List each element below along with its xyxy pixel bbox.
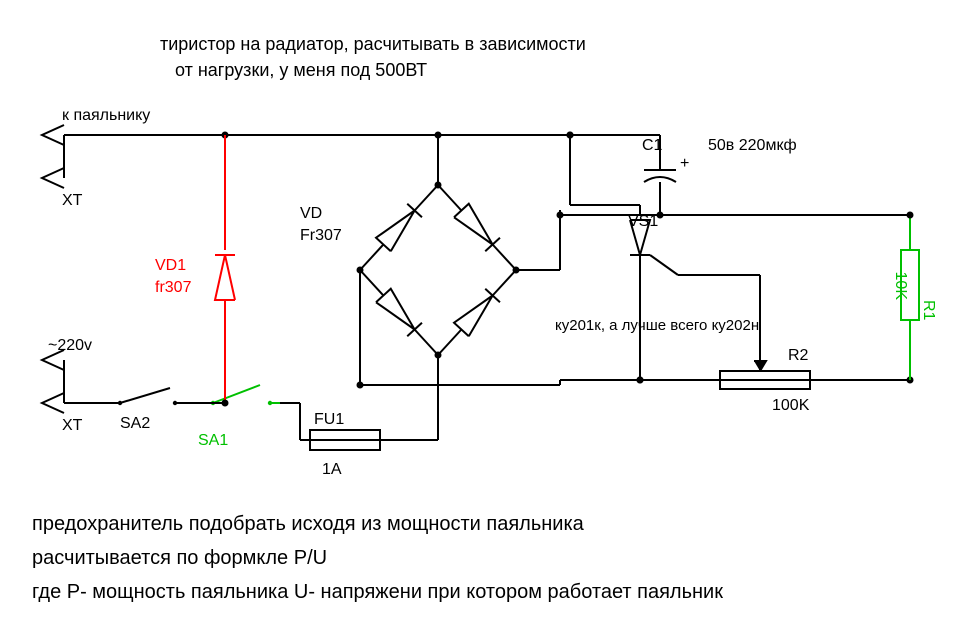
- label-r2: R2: [788, 347, 809, 364]
- svg-text:+: +: [680, 155, 689, 172]
- label-r1: R1: [920, 300, 937, 321]
- label-vd1-part: fr307: [155, 279, 192, 296]
- note-bot-2: расчитывается по формкле P/U: [32, 547, 327, 569]
- label-220v: ~220v: [48, 337, 92, 354]
- label-fu1-rating: 1А: [322, 461, 342, 478]
- label-vs1-parts: ку201к, а лучше всего ку202н: [555, 317, 759, 334]
- label-c1-rating: 50в 220мкф: [708, 137, 797, 154]
- note-top-2: от нагрузки, у меня под 500ВТ: [175, 60, 427, 80]
- note-bot-1: предохранитель подобрать исходя из мощно…: [32, 513, 585, 535]
- note-bot-3: где P- мощность паяльника U- напряжени п…: [32, 581, 723, 603]
- label-r2-val: 100K: [772, 397, 810, 414]
- label-vd: VD: [300, 205, 322, 222]
- label-sa1: SA1: [198, 432, 228, 449]
- label-xt-top: XT: [62, 192, 83, 209]
- label-vd1: VD1: [155, 257, 186, 274]
- circuit-schematic: тиристор на радиатор, расчитывать в зави…: [0, 0, 960, 628]
- note-top-1: тиристор на радиатор, расчитывать в зави…: [160, 34, 586, 54]
- label-vd-part: Fr307: [300, 227, 342, 244]
- label-out: к паяльнику: [62, 107, 150, 124]
- label-c1: C1: [642, 137, 663, 154]
- label-fu1: FU1: [314, 411, 344, 428]
- label-sa2: SA2: [120, 415, 150, 432]
- label-xt-bot: XT: [62, 417, 83, 434]
- label-r1-val: 10K: [892, 272, 909, 301]
